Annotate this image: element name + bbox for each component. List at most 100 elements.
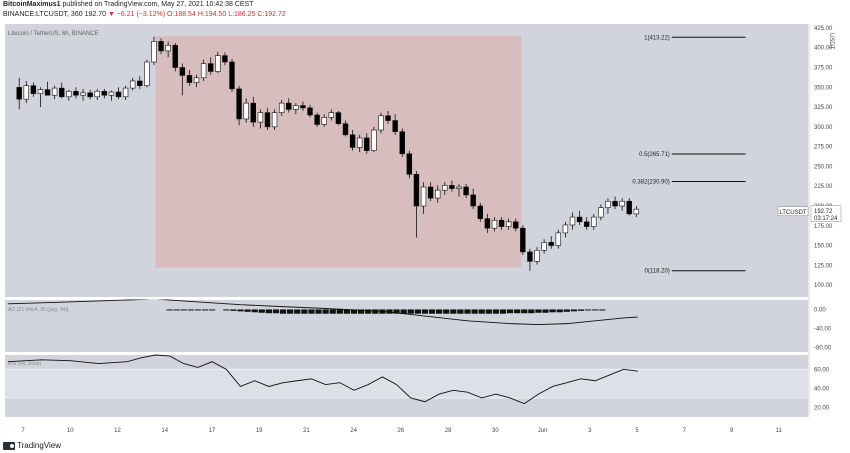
x-tick-label: 26	[398, 428, 405, 434]
ao-histogram-bar	[258, 309, 265, 313]
y-tick-label: 225.00	[814, 184, 833, 190]
price-tag-box	[810, 205, 842, 223]
x-tick-label: 14	[161, 428, 168, 434]
candle-body	[129, 80, 136, 89]
x-tick-label: 30	[492, 428, 499, 434]
candle-body	[122, 87, 129, 98]
ao-histogram-bar	[336, 309, 343, 314]
ao-histogram-bar	[563, 309, 570, 312]
candle-body	[598, 207, 604, 218]
candle-body	[286, 102, 292, 110]
candle-body	[591, 216, 597, 227]
tradingview-logo[interactable]: TradingView	[3, 441, 61, 450]
ao-histogram-bar	[549, 309, 556, 313]
ao-histogram-bar	[584, 309, 592, 311]
candle-body	[449, 185, 455, 189]
candle-body	[30, 85, 37, 94]
tradingview-brand: TradingView	[17, 441, 62, 450]
ao-histogram-bar	[230, 309, 237, 311]
candle-body	[80, 92, 86, 96]
x-tick-label: 10	[67, 428, 74, 434]
ao-histogram-bar	[400, 309, 407, 314]
ao-histogram-bar	[287, 309, 294, 314]
candle-body	[527, 251, 533, 262]
high-value: H:194.50	[197, 11, 227, 18]
candle-body	[328, 112, 335, 118]
ao-y-tick: 0.00	[814, 307, 826, 313]
countdown-label: 03:17:24	[814, 216, 838, 222]
ao-histogram-bar	[436, 309, 443, 314]
candle-body	[37, 89, 44, 94]
ao-histogram-bar	[407, 309, 414, 314]
candle-body	[229, 61, 235, 90]
x-tick-label: 28	[445, 428, 452, 434]
author-name[interactable]: BitcoinMaximus1	[3, 1, 61, 8]
candle-body	[583, 221, 590, 227]
candle-body	[413, 174, 420, 207]
candle-body	[498, 219, 505, 227]
ao-histogram-bar	[251, 309, 258, 313]
candle-body	[66, 90, 72, 98]
candle-body	[271, 112, 278, 128]
candle-body	[513, 221, 519, 229]
candle-body	[392, 120, 398, 132]
ao-histogram-bar	[542, 309, 549, 313]
candle-body	[137, 80, 143, 87]
candle-body	[626, 200, 632, 215]
chart-svg[interactable]: Litecoin / TetherUS, 6h, BINANCE 425.00 40…	[0, 22, 850, 438]
close-value: C:192.72	[257, 11, 286, 18]
x-tick-label: 11	[776, 428, 783, 434]
fib-level-label: 1(413.22)	[644, 35, 670, 41]
candle-body	[307, 107, 313, 116]
ao-histogram-bar	[272, 309, 280, 314]
y-tick-label: 100.00	[814, 283, 833, 289]
x-tick-label: 21	[303, 428, 310, 434]
candle-body	[371, 129, 377, 151]
ao-histogram-bar	[329, 309, 336, 314]
y-tick-label: 275.00	[814, 145, 833, 151]
chart-area[interactable]: Litecoin / TetherUS, 6h, BINANCE 425.00 40…	[0, 22, 850, 438]
candle-body	[321, 117, 327, 125]
ao-histogram-bar	[343, 309, 351, 314]
ao-histogram-bar	[223, 309, 230, 311]
open-value: O:188.54	[167, 11, 196, 18]
candle-body	[250, 102, 256, 123]
candle-body	[87, 92, 93, 98]
chart-header: BitcoinMaximus1 published on TradingView…	[0, 0, 850, 22]
ao-histogram-bar	[506, 309, 514, 314]
candle-body	[278, 102, 285, 113]
ao-histogram-bar	[173, 309, 180, 311]
footer: TradingView	[0, 438, 850, 453]
candle-body	[399, 131, 405, 155]
candle-body	[491, 219, 498, 229]
y-axis-unit: USDT	[828, 33, 834, 50]
candle-body	[144, 61, 150, 87]
candle-body	[108, 91, 115, 96]
ao-histogram-bar	[308, 309, 315, 314]
x-tick-label: 7	[683, 428, 687, 434]
ao-pane-bg	[5, 300, 808, 352]
candle-body	[633, 208, 640, 215]
ao-histogram-bar	[577, 309, 585, 311]
ao-histogram-bar	[315, 309, 322, 314]
x-tick-label: 3	[588, 428, 592, 434]
y-tick-label: 425.00	[814, 26, 833, 32]
ao-histogram-bar	[180, 309, 187, 311]
candle-body	[193, 77, 200, 83]
candle-body	[548, 242, 554, 246]
ao-histogram-bar	[244, 309, 251, 312]
candle-body	[442, 185, 448, 191]
candle-body	[335, 112, 342, 125]
candle-body	[44, 89, 51, 96]
candle-body	[186, 75, 193, 83]
ao-histogram-bar	[372, 309, 379, 314]
rsi-y-tick: 60.00	[814, 367, 830, 373]
x-tick-label: 19	[256, 428, 263, 434]
symbol-tag-box	[777, 206, 809, 217]
ao-histogram-bar	[478, 309, 485, 314]
ao-histogram-bar	[556, 309, 563, 313]
candle-body	[94, 90, 100, 98]
last-value: 192.70	[84, 11, 106, 18]
candle-body	[293, 105, 299, 110]
ao-histogram-bar	[450, 309, 457, 314]
